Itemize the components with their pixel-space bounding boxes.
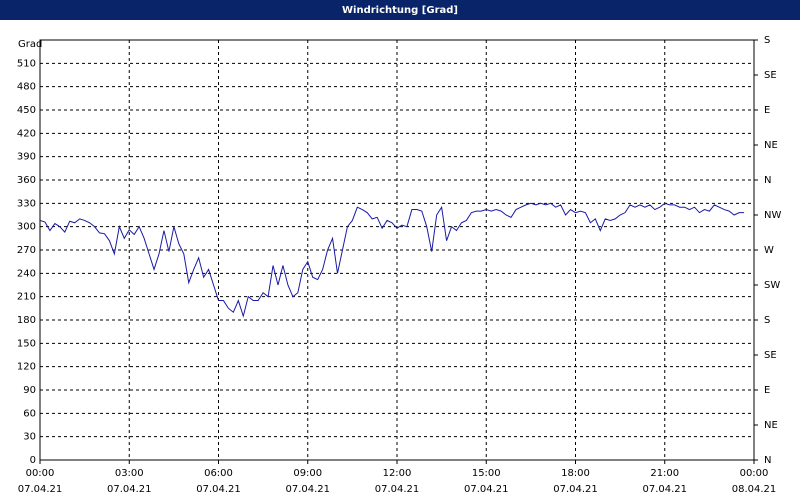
y-tick-label: 390 (17, 152, 36, 163)
chart-title: Windrichtung [Grad] (342, 5, 458, 16)
y-tick-label: 300 (17, 222, 36, 233)
y2-tick-label: SW (764, 280, 780, 291)
x-tick-label: 12:00 (383, 468, 412, 479)
x-tick-label: 18:00 (561, 468, 590, 479)
y-tick-label: 240 (17, 268, 36, 279)
y-tick-label: 150 (17, 338, 36, 349)
y2-tick-label: SE (764, 350, 777, 361)
y-tick-label: 360 (17, 175, 36, 186)
y-tick-label: 30 (23, 432, 36, 443)
x-tick-label: 09:00 (293, 468, 322, 479)
x-tick-label: 06:00 (204, 468, 233, 479)
y2-tick-label: NE (764, 140, 778, 151)
x-tick-label: 00:00 (740, 468, 769, 479)
y2-tick-label: SE (764, 70, 777, 81)
y-tick-label: 510 (17, 58, 36, 69)
y2-tick-label: S (764, 35, 770, 46)
plot-border (39, 39, 755, 461)
x-tick-date: 07.04.21 (375, 484, 420, 495)
y-tick-label: 210 (17, 292, 36, 303)
y2-tick-label: W (764, 245, 774, 256)
y-tick-label: 60 (23, 408, 36, 419)
title-bar (0, 0, 800, 20)
x-tick-label: 15:00 (472, 468, 501, 479)
y2-tick-label: NW (764, 210, 781, 221)
y2-tick-label: E (764, 105, 770, 116)
y2-tick-label: N (764, 455, 771, 466)
x-tick-date: 07.04.21 (464, 484, 509, 495)
x-tick-date: 07.04.21 (107, 484, 152, 495)
x-tick-date: 07.04.21 (196, 484, 241, 495)
y-tick-label: 450 (17, 105, 36, 116)
y-tick-label: 180 (17, 315, 36, 326)
y2-tick-label: NE (764, 420, 778, 431)
y-tick-label: 270 (17, 245, 36, 256)
y-tick-label: 420 (17, 128, 36, 139)
x-tick-date: 08.04.21 (732, 484, 777, 495)
x-tick-label: 00:00 (26, 468, 55, 479)
y-tick-label: 330 (17, 198, 36, 209)
y-axis-label: Grad (18, 39, 42, 50)
y-tick-label: 0 (30, 455, 36, 466)
y2-tick-label: S (764, 315, 770, 326)
x-tick-label: 21:00 (650, 468, 679, 479)
x-tick-label: 03:00 (115, 468, 144, 479)
data-line (39, 202, 745, 318)
y2-tick-label: N (764, 175, 771, 186)
y-tick-label: 90 (23, 385, 36, 396)
x-tick-date: 07.04.21 (642, 484, 687, 495)
y2-tick-label: E (764, 385, 770, 396)
x-tick-date: 07.04.21 (553, 484, 598, 495)
x-tick-date: 07.04.21 (18, 484, 63, 495)
y-tick-label: 480 (17, 82, 36, 93)
y-tick-label: 120 (17, 362, 36, 373)
x-tick-date: 07.04.21 (285, 484, 330, 495)
